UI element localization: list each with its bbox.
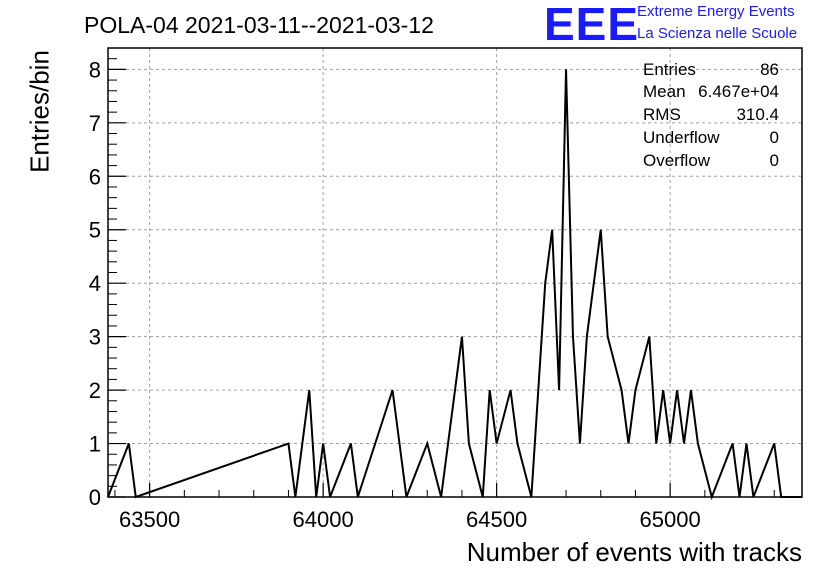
stat-rms: RMS 310.4 [643, 105, 779, 127]
stat-value: 310.4 [736, 105, 779, 124]
y-tick-label: 2 [89, 378, 101, 403]
stat-mean: Mean 6.467e+04 [643, 82, 779, 104]
stat-underflow: Underflow 0 [643, 128, 779, 150]
x-tick-label: 64000 [293, 507, 354, 532]
stat-value: 0 [769, 128, 779, 147]
y-tick-label: 1 [89, 432, 101, 457]
stat-label: Underflow [643, 128, 720, 147]
stat-label: Overflow [643, 151, 711, 170]
eee-logo: EEE [544, 0, 640, 50]
logo-line-2: La Scienza nelle Scuole [637, 25, 798, 42]
logo-line-1: Extreme Energy Events [637, 3, 795, 20]
y-tick-label: 3 [89, 325, 101, 350]
stat-label: RMS [643, 105, 681, 124]
y-tick-label: 8 [89, 57, 101, 82]
x-axis: 63500 64000 64500 65000 [114, 483, 775, 532]
y-axis-label: Entries/bin [24, 50, 55, 173]
histogram-line [107, 69, 802, 501]
y-axis: 0 1 2 3 4 5 6 7 8 [89, 57, 126, 510]
x-axis-label: Number of events with tracks [466, 537, 802, 567]
y-tick-label: 5 [89, 218, 101, 243]
stat-value: 0 [769, 151, 779, 170]
y-tick-label: 6 [89, 164, 101, 189]
stat-label: Mean [643, 82, 686, 101]
y-tick-label: 7 [89, 111, 101, 136]
stat-value: 6.467e+04 [698, 82, 779, 101]
x-tick-label: 63500 [119, 507, 180, 532]
stat-value: 86 [760, 60, 779, 79]
grid-lines [108, 48, 802, 498]
y-tick-label: 4 [89, 271, 101, 296]
x-tick-label: 65000 [640, 507, 701, 532]
chart-title: POLA-04 2021-03-11--2021-03-12 [84, 12, 434, 38]
y-tick-label: 0 [89, 485, 101, 510]
stat-overflow: Overflow 0 [643, 151, 779, 173]
stat-entries: Entries 86 [643, 60, 779, 82]
stat-label: Entries [643, 60, 696, 79]
x-tick-label: 64500 [466, 507, 527, 532]
